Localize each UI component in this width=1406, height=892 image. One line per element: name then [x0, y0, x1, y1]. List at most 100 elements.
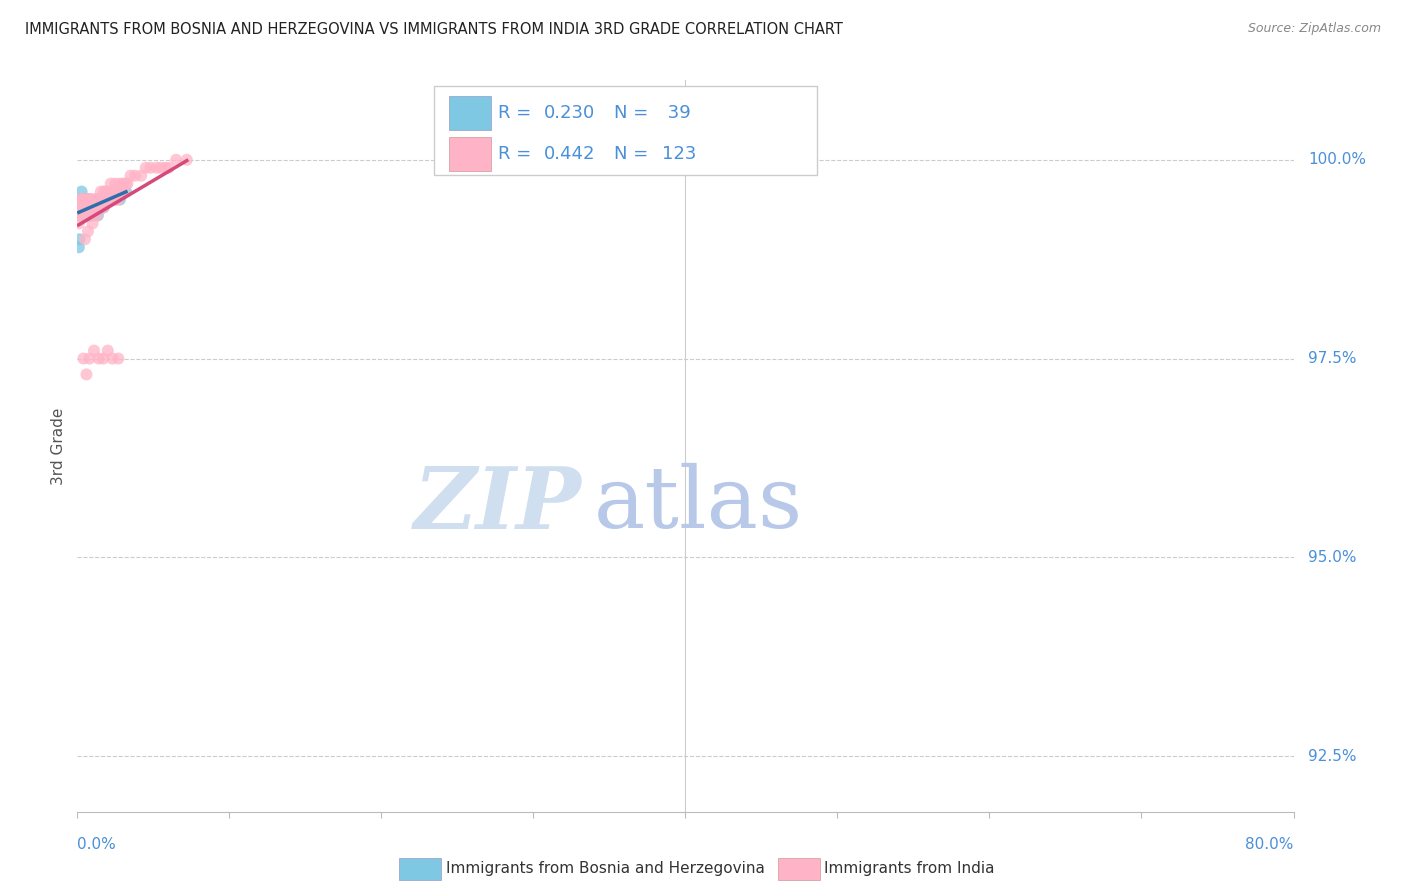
- Text: 100.0%: 100.0%: [1308, 153, 1367, 168]
- Text: IMMIGRANTS FROM BOSNIA AND HERZEGOVINA VS IMMIGRANTS FROM INDIA 3RD GRADE CORREL: IMMIGRANTS FROM BOSNIA AND HERZEGOVINA V…: [25, 22, 844, 37]
- Point: [73, 193, 96, 207]
- Point: [104, 177, 127, 191]
- Point: [98, 193, 121, 207]
- Point: [70, 193, 93, 207]
- Text: N =: N =: [613, 103, 654, 121]
- Point: [145, 161, 167, 175]
- Point: [77, 209, 100, 223]
- Point: [77, 193, 100, 207]
- Point: [75, 201, 97, 215]
- Point: [73, 193, 96, 207]
- Point: [91, 193, 114, 207]
- Point: [100, 193, 122, 207]
- Point: [77, 224, 100, 238]
- Point: [75, 193, 97, 207]
- Point: [93, 201, 115, 215]
- Text: ZIP: ZIP: [415, 463, 582, 546]
- Point: [73, 201, 96, 215]
- Point: [165, 153, 187, 167]
- Point: [72, 351, 94, 366]
- Point: [139, 161, 162, 175]
- Point: [105, 193, 128, 207]
- Point: [77, 209, 100, 223]
- Point: [93, 193, 115, 207]
- Point: [72, 209, 94, 223]
- Point: [82, 201, 104, 215]
- Text: Source: ZipAtlas.com: Source: ZipAtlas.com: [1247, 22, 1381, 36]
- Text: 0.230: 0.230: [544, 103, 596, 121]
- Point: [76, 209, 98, 223]
- Point: [80, 193, 103, 207]
- Point: [83, 343, 105, 358]
- Text: N =: N =: [613, 145, 654, 162]
- Point: [94, 193, 117, 207]
- Point: [72, 201, 94, 215]
- Point: [72, 201, 94, 215]
- Point: [83, 193, 105, 207]
- Point: [67, 240, 90, 254]
- Text: atlas: atlas: [595, 463, 803, 546]
- Point: [70, 209, 93, 223]
- Point: [79, 201, 101, 215]
- Point: [75, 193, 97, 207]
- Point: [70, 201, 93, 215]
- Point: [86, 193, 108, 207]
- Point: [89, 193, 111, 207]
- Point: [86, 193, 108, 207]
- Point: [100, 193, 122, 207]
- Point: [79, 209, 101, 223]
- Point: [155, 161, 177, 175]
- Text: 123: 123: [662, 145, 697, 162]
- Point: [82, 209, 104, 223]
- Point: [110, 185, 132, 199]
- Point: [120, 169, 142, 183]
- Text: 39: 39: [662, 103, 692, 121]
- Point: [90, 193, 112, 207]
- Point: [90, 193, 112, 207]
- Point: [98, 193, 121, 207]
- Point: [96, 193, 118, 207]
- Point: [79, 193, 101, 207]
- Point: [79, 351, 101, 366]
- Point: [69, 209, 91, 223]
- Point: [67, 216, 90, 230]
- Point: [115, 185, 138, 199]
- Point: [69, 209, 91, 223]
- Point: [76, 201, 98, 215]
- Point: [70, 193, 93, 207]
- Point: [124, 169, 146, 183]
- Point: [94, 185, 117, 199]
- Text: Immigrants from India: Immigrants from India: [824, 862, 994, 876]
- Point: [100, 185, 122, 199]
- Point: [73, 209, 96, 223]
- Point: [80, 201, 103, 215]
- Point: [129, 169, 152, 183]
- Point: [75, 201, 97, 215]
- Point: [79, 201, 101, 215]
- Point: [80, 201, 103, 215]
- Point: [75, 209, 97, 223]
- Point: [89, 193, 111, 207]
- Point: [73, 201, 96, 215]
- Point: [73, 209, 96, 223]
- Point: [108, 177, 131, 191]
- Text: 80.0%: 80.0%: [1246, 838, 1294, 853]
- FancyBboxPatch shape: [433, 87, 817, 176]
- Point: [117, 177, 139, 191]
- Point: [69, 201, 91, 215]
- Point: [72, 193, 94, 207]
- Point: [82, 209, 104, 223]
- FancyBboxPatch shape: [450, 95, 491, 129]
- Point: [75, 368, 97, 382]
- Point: [77, 201, 100, 215]
- Point: [87, 193, 110, 207]
- Point: [82, 193, 104, 207]
- Point: [67, 201, 90, 215]
- Text: Immigrants from Bosnia and Herzegovina: Immigrants from Bosnia and Herzegovina: [446, 862, 765, 876]
- Point: [97, 193, 120, 207]
- Point: [73, 209, 96, 223]
- Point: [97, 185, 120, 199]
- Point: [80, 201, 103, 215]
- Point: [67, 209, 90, 223]
- Point: [72, 201, 94, 215]
